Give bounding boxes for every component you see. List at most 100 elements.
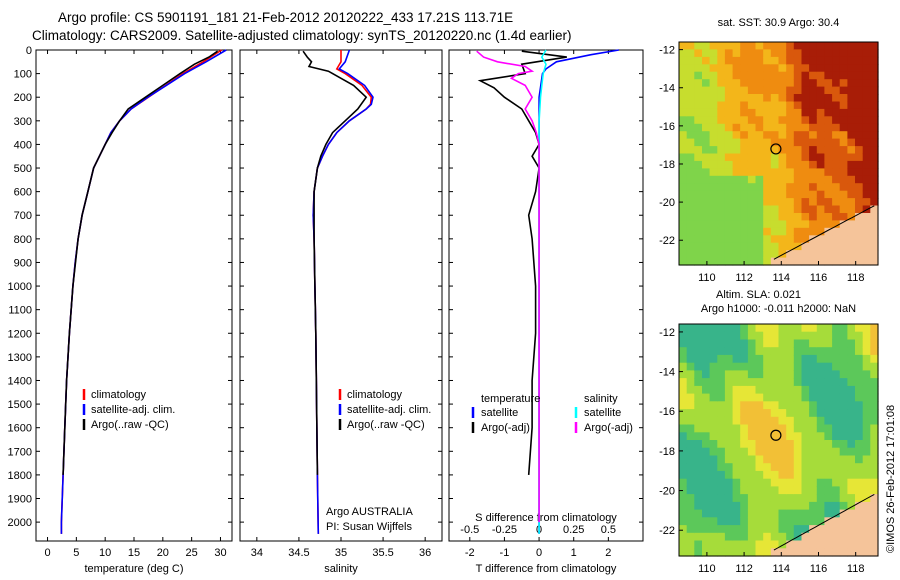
map-cell xyxy=(839,227,848,236)
map-cell xyxy=(816,478,826,487)
map-cell xyxy=(709,525,718,534)
map-cell xyxy=(686,190,695,199)
series-line-3 xyxy=(62,50,219,475)
map-cell xyxy=(763,79,772,88)
map-cell xyxy=(702,183,711,192)
map-cell xyxy=(740,478,749,487)
x-axis-label: temperature (deg C) xyxy=(84,563,183,575)
map-cell xyxy=(694,205,703,214)
map-cell xyxy=(862,138,871,147)
map-cell xyxy=(747,227,757,236)
map-cell xyxy=(855,153,864,162)
x-tick-label: 114 xyxy=(773,563,791,575)
map-cell xyxy=(862,478,871,487)
map-cell xyxy=(870,56,879,65)
map-cell xyxy=(786,220,795,229)
map-cell xyxy=(847,494,856,503)
map-cell xyxy=(755,205,764,214)
map-cell xyxy=(755,470,764,480)
map-cell xyxy=(686,49,695,58)
map-cell xyxy=(686,123,695,132)
map-cell xyxy=(732,478,741,487)
map-cell xyxy=(740,250,749,259)
map-cell xyxy=(824,401,833,410)
map-cell xyxy=(816,131,826,140)
map-cell xyxy=(679,393,688,402)
map-cell xyxy=(732,79,741,88)
map-cell xyxy=(709,131,718,140)
y-tick-label: 300 xyxy=(14,116,32,128)
map-cell xyxy=(824,331,833,340)
map-cell xyxy=(702,463,711,472)
map-cell xyxy=(801,138,810,147)
map-cell xyxy=(724,175,734,184)
map-cell xyxy=(801,455,810,464)
map-cell xyxy=(816,86,826,95)
map-cell xyxy=(702,532,711,542)
map-cell xyxy=(786,354,795,364)
x-top-axis-label: S difference from climatology xyxy=(475,512,617,524)
map-cell xyxy=(747,401,757,410)
map-cell xyxy=(770,501,780,511)
map-cell xyxy=(702,440,711,449)
map-cell xyxy=(755,324,764,333)
map-cell xyxy=(686,370,695,379)
map-cell xyxy=(778,347,787,356)
map-cell xyxy=(847,242,856,251)
map-cell xyxy=(855,49,864,58)
y-tick-label: 600 xyxy=(14,187,32,199)
map-cell xyxy=(847,205,856,214)
map-cell xyxy=(832,447,841,456)
map-cell xyxy=(801,416,810,426)
map-cell xyxy=(724,517,734,526)
map-cell xyxy=(770,257,780,266)
coastline xyxy=(773,205,875,260)
map-cell xyxy=(839,424,848,433)
map-cell xyxy=(855,339,864,348)
map-cell xyxy=(770,42,780,50)
map-cell xyxy=(702,153,711,162)
map-cell xyxy=(801,354,810,364)
map-cell xyxy=(809,416,818,426)
map-cell xyxy=(839,64,848,73)
map-cell xyxy=(816,463,826,472)
map-cell xyxy=(717,470,726,480)
map-cell xyxy=(732,401,741,410)
map-cell xyxy=(763,198,772,207)
map-cell xyxy=(679,190,688,199)
map-cell xyxy=(709,494,718,503)
map-cell xyxy=(717,227,726,236)
map-cell xyxy=(839,501,848,511)
map-cell xyxy=(832,324,841,333)
map-cell xyxy=(755,64,764,73)
map-cell xyxy=(724,354,734,364)
map-cell xyxy=(862,532,871,542)
map-cell xyxy=(747,432,757,441)
map-cell xyxy=(763,532,772,542)
map-cell xyxy=(832,440,841,449)
map-cell xyxy=(747,56,757,65)
profile-title: Argo profile: CS 5901191_181 21-Feb-2012… xyxy=(58,10,514,25)
map-cell xyxy=(786,146,795,155)
map-cell xyxy=(793,138,803,147)
map-cell xyxy=(755,213,764,221)
map-title: sat. SST: 30.9 Argo: 30.4 xyxy=(718,17,840,29)
map-cell xyxy=(679,532,688,542)
map-cell xyxy=(694,79,703,88)
map-cell xyxy=(717,331,726,340)
map-cell xyxy=(801,378,810,387)
map-cell xyxy=(770,324,780,333)
map-cell xyxy=(786,525,795,534)
map-cell xyxy=(724,160,734,169)
map-cell xyxy=(717,532,726,542)
map-cell xyxy=(763,71,772,80)
map-cell xyxy=(801,116,810,125)
map-cell xyxy=(694,416,703,426)
map-cell xyxy=(770,463,780,472)
map-cell xyxy=(770,432,780,441)
map-cell xyxy=(717,242,726,251)
map-cell xyxy=(793,401,803,410)
map-cell xyxy=(832,257,841,266)
map-cell xyxy=(816,416,826,426)
